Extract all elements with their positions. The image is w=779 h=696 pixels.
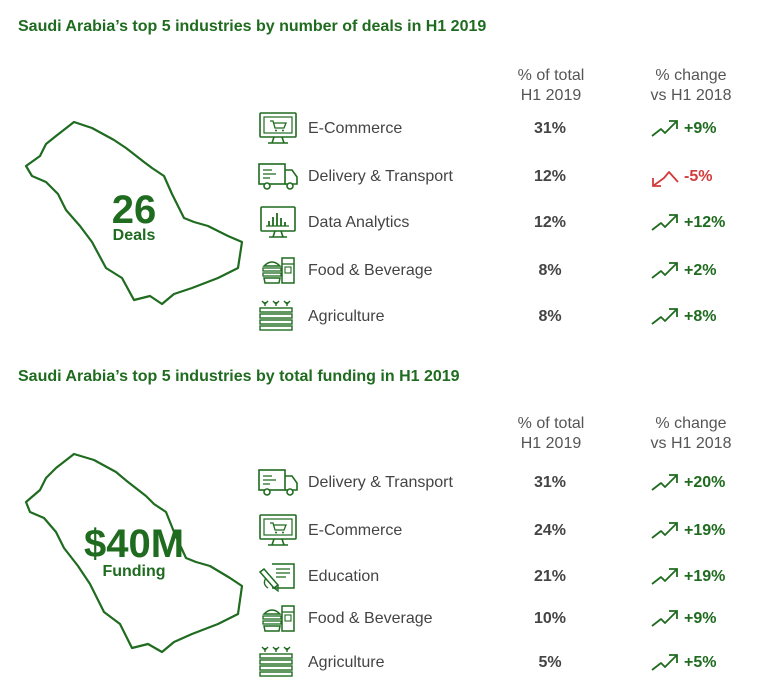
change-cell: +20% <box>650 468 740 498</box>
industry-label: Data Analytics <box>308 214 410 231</box>
delivery-truck-icon <box>256 158 300 194</box>
table-row: Delivery & Transport 12% -5% <box>256 158 756 198</box>
deals-section-title: Saudi Arabia’s top 5 industries by numbe… <box>18 18 487 35</box>
share-value: 8% <box>538 308 562 325</box>
funding-section-title: Saudi Arabia’s top 5 industries by total… <box>18 368 460 385</box>
table-row: Education 21% +19% <box>256 558 756 598</box>
change-cell: +9% <box>650 604 740 634</box>
industry-label: Agriculture <box>308 308 385 325</box>
industry-label: Food & Beverage <box>308 262 433 279</box>
share-value: 21% <box>533 568 567 585</box>
food-beverage-icon <box>256 252 300 288</box>
industry-label: E-Commerce <box>308 120 403 137</box>
delivery-truck-icon <box>256 464 300 500</box>
share-value: 31% <box>533 120 567 137</box>
deals-count: 26 <box>111 188 157 232</box>
trend-up-icon <box>651 522 678 539</box>
data-analytics-icon <box>256 204 300 240</box>
ecommerce-icon <box>256 110 300 146</box>
table-row: Food & Beverage 10% +9% <box>256 600 756 640</box>
share-value: 5% <box>538 654 562 671</box>
table-row: E-Commerce 31% +9% <box>256 110 756 150</box>
trend-up-icon <box>651 654 678 671</box>
table-row: Delivery & Transport 31% +20% <box>256 464 756 504</box>
trend-up-icon <box>651 568 678 585</box>
change-cell: +19% <box>650 516 740 546</box>
change-value: +19% <box>684 522 726 539</box>
funding-amount: $40M <box>83 522 185 566</box>
change-cell: +8% <box>650 302 740 332</box>
change-value: +8% <box>684 308 717 325</box>
change-cell: +12% <box>650 208 740 238</box>
change-cell: +2% <box>650 256 740 286</box>
trend-up-icon <box>651 120 678 137</box>
industry-label: Delivery & Transport <box>308 474 453 491</box>
trend-up-icon <box>651 262 678 279</box>
trend-up-icon <box>651 214 678 231</box>
change-value: -5% <box>684 168 713 185</box>
deals-label: Deals <box>112 227 156 244</box>
share-value: 8% <box>538 262 562 279</box>
change-cell: -5% <box>650 162 740 192</box>
table-row: Food & Beverage 8% +2% <box>256 252 756 292</box>
saudi-arabia-outline-icon <box>24 452 244 654</box>
trend-up-icon <box>651 610 678 627</box>
change-value: +12% <box>684 214 726 231</box>
share-value: 12% <box>533 214 567 231</box>
table-row: E-Commerce 24% +19% <box>256 512 756 552</box>
industry-label: Delivery & Transport <box>308 168 453 185</box>
change-cell: +5% <box>650 648 740 678</box>
change-cell: +19% <box>650 562 740 592</box>
share-value: 24% <box>533 522 567 539</box>
education-icon <box>256 558 300 594</box>
change-column-header: % change vs H1 2018 <box>650 415 732 452</box>
table-row: Agriculture 5% +5% <box>256 644 756 684</box>
saudi-map-deals <box>22 118 246 308</box>
share-value: 12% <box>533 168 567 185</box>
ecommerce-icon <box>256 512 300 548</box>
trend-up-icon <box>651 308 678 325</box>
industry-label: Agriculture <box>308 654 385 671</box>
deals-section: Saudi Arabia’s top 5 industries by numbe… <box>0 18 779 338</box>
pct-column-header: % of total H1 2019 <box>517 67 585 104</box>
change-value: +19% <box>684 568 726 585</box>
pct-column-header: % of total H1 2019 <box>517 415 585 452</box>
change-cell: +9% <box>650 114 740 144</box>
agriculture-icon <box>256 644 300 680</box>
funding-section: Saudi Arabia’s top 5 industries by total… <box>0 368 779 696</box>
industry-label: Food & Beverage <box>308 610 433 627</box>
funding-label: Funding <box>102 563 166 580</box>
agriculture-icon <box>256 298 300 334</box>
change-value: +9% <box>684 610 717 627</box>
industry-label: Education <box>308 568 380 585</box>
saudi-map-funding <box>22 448 246 658</box>
industry-label: E-Commerce <box>308 522 403 539</box>
trend-up-icon <box>651 474 678 491</box>
share-value: 31% <box>533 474 567 491</box>
table-row: Data Analytics 12% +12% <box>256 204 756 244</box>
table-row: Agriculture 8% +8% <box>256 298 756 338</box>
change-column-header: % change vs H1 2018 <box>650 67 732 104</box>
change-value: +5% <box>684 654 717 671</box>
change-value: +2% <box>684 262 717 279</box>
change-value: +9% <box>684 120 717 137</box>
share-value: 10% <box>533 610 567 627</box>
saudi-arabia-outline-icon <box>24 120 244 306</box>
change-value: +20% <box>684 474 726 491</box>
food-beverage-icon <box>256 600 300 636</box>
trend-down-icon <box>652 171 679 187</box>
